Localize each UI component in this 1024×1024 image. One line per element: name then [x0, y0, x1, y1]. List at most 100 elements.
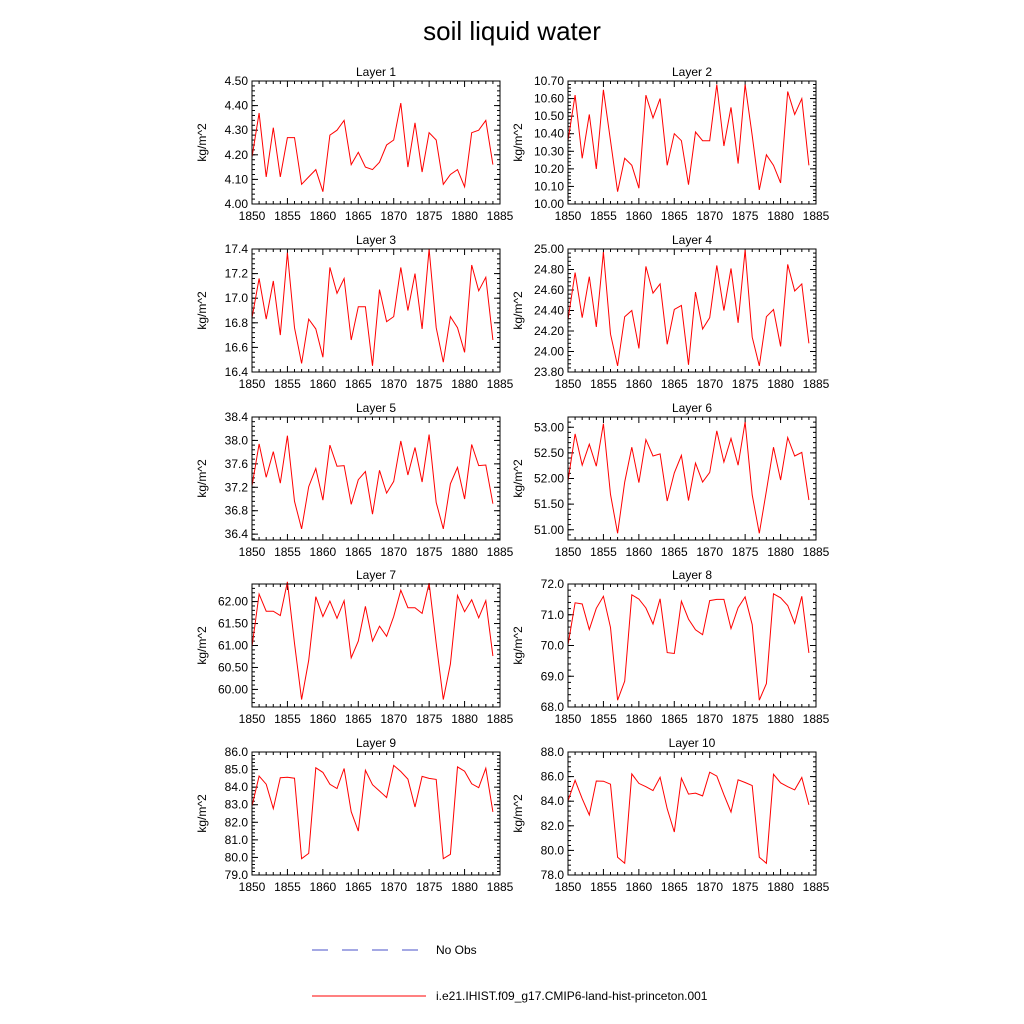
y-tick-label: 51.00: [534, 523, 564, 537]
y-tick-label: 37.2: [225, 480, 249, 494]
x-tick-label: 1865: [661, 209, 688, 223]
plot-frame: [251, 751, 501, 876]
y-tick-label: 17.4: [225, 242, 249, 256]
x-tick-label: 1880: [767, 377, 794, 391]
panel-title: Layer 10: [669, 736, 716, 750]
y-tick-label: 52.00: [534, 472, 564, 486]
panel-title: Layer 3: [356, 233, 396, 247]
panel-title: Layer 2: [672, 65, 712, 79]
x-tick-label: 1860: [310, 377, 337, 391]
x-tick-label: 1875: [732, 712, 759, 726]
y-axis-label: kg/m^2: [195, 123, 209, 162]
y-tick-label: 71.0: [541, 608, 565, 622]
x-tick-label: 1870: [696, 712, 723, 726]
panel-title: Layer 6: [672, 401, 712, 415]
y-tick-label: 4.10: [225, 172, 249, 186]
panel-title: Layer 8: [672, 568, 712, 582]
x-tick-label: 1885: [487, 377, 514, 391]
x-tick-label: 1875: [732, 377, 759, 391]
chart-panel-9: Layer 9 kg/m^2 1850 1855 1860 1865 1870 1875 188…: [195, 736, 514, 894]
x-tick-label: 1855: [590, 880, 617, 894]
x-tick-label: 1855: [274, 209, 301, 223]
x-tick-label: 1880: [767, 712, 794, 726]
chart-panel-3: Layer 3 kg/m^2 1850 1855 1860 1865 1870 1875 188…: [195, 233, 514, 391]
x-tick-label: 1850: [555, 712, 582, 726]
x-tick-label: 1850: [239, 880, 266, 894]
legend-label-model: i.e21.IHIST.f09_g17.CMIP6-land-hist-prin…: [436, 989, 708, 1003]
chart-panel-10: Layer 10 kg/m^2 1850 1855 1860 1865 1870 1875 18…: [511, 736, 830, 894]
plot-frame: [567, 248, 817, 373]
y-tick-label: 86.0: [225, 745, 249, 759]
y-tick-label: 84.0: [225, 780, 249, 794]
x-tick-label: 1865: [661, 545, 688, 559]
y-tick-label: 51.50: [534, 497, 564, 511]
y-tick-label: 69.0: [541, 669, 565, 683]
x-tick-label: 1855: [590, 545, 617, 559]
y-tick-label: 24.40: [534, 304, 564, 318]
x-tick-label: 1885: [487, 545, 514, 559]
y-axis-label: kg/m^2: [511, 291, 525, 330]
x-tick-label: 1875: [732, 209, 759, 223]
x-tick-label: 1875: [416, 880, 443, 894]
chart-panel-4: Layer 4 kg/m^2 1850 1855 1860 1865 1870 1875 188…: [511, 233, 830, 391]
plot-frame: [251, 248, 501, 373]
x-tick-label: 1885: [487, 209, 514, 223]
series-line: [251, 434, 494, 530]
x-tick-label: 1860: [626, 209, 653, 223]
y-tick-label: 61.00: [218, 639, 248, 653]
plot-frame: [567, 416, 817, 541]
x-tick-label: 1860: [310, 712, 337, 726]
series-line: [567, 249, 810, 367]
x-tick-label: 1875: [416, 712, 443, 726]
x-tick-label: 1875: [416, 377, 443, 391]
x-tick-label: 1870: [380, 545, 407, 559]
y-tick-label: 86.0: [541, 770, 565, 784]
plot-frame: [567, 583, 817, 708]
x-tick-label: 1850: [239, 545, 266, 559]
y-tick-label: 10.30: [534, 144, 564, 158]
y-tick-label: 38.0: [225, 433, 249, 447]
x-tick-label: 1860: [626, 880, 653, 894]
x-tick-label: 1865: [345, 712, 372, 726]
x-tick-label: 1880: [767, 880, 794, 894]
y-tick-label: 36.8: [225, 504, 249, 518]
y-tick-label: 84.0: [541, 794, 565, 808]
x-tick-label: 1875: [416, 209, 443, 223]
x-tick-label: 1885: [803, 880, 830, 894]
plot-frame: [251, 80, 501, 205]
x-tick-label: 1870: [696, 377, 723, 391]
series-line: [251, 764, 494, 860]
y-tick-label: 36.4: [225, 527, 249, 541]
x-tick-label: 1850: [555, 209, 582, 223]
x-tick-label: 1875: [416, 545, 443, 559]
x-tick-label: 1865: [345, 209, 372, 223]
panel-title: Layer 9: [356, 736, 396, 750]
x-tick-label: 1865: [661, 880, 688, 894]
x-tick-label: 1870: [380, 377, 407, 391]
plot-frame: [251, 583, 501, 708]
y-tick-label: 79.0: [225, 868, 249, 882]
chart-panel-2: Layer 2 kg/m^2 1850 1855 1860 1865 1870 1875 188…: [511, 65, 830, 223]
x-tick-label: 1865: [345, 545, 372, 559]
y-tick-label: 83.0: [225, 798, 249, 812]
y-tick-label: 23.80: [534, 365, 564, 379]
series-line: [567, 84, 810, 192]
y-tick-label: 60.00: [218, 682, 248, 696]
y-tick-label: 80.0: [225, 850, 249, 864]
y-tick-label: 10.40: [534, 127, 564, 141]
x-tick-label: 1865: [661, 377, 688, 391]
panel-title: Layer 1: [356, 65, 396, 79]
y-tick-label: 16.8: [225, 316, 249, 330]
y-tick-label: 52.50: [534, 446, 564, 460]
chart-panel-1: Layer 1 kg/m^2 1850 1855 1860 1865 1870 1875 188…: [195, 65, 514, 223]
panel-grid: Layer 1 kg/m^2 1850 1855 1860 1865 1870 1875 188…: [195, 65, 830, 894]
y-tick-label: 16.4: [225, 365, 249, 379]
y-tick-label: 4.30: [225, 123, 249, 137]
chart-panel-8: Layer 8 kg/m^2 1850 1855 1860 1865 1870 1875 188…: [511, 568, 830, 726]
y-tick-label: 10.20: [534, 162, 564, 176]
plot-frame: [567, 80, 817, 205]
x-tick-label: 1880: [767, 209, 794, 223]
y-tick-label: 24.00: [534, 345, 564, 359]
series-line: [567, 592, 810, 701]
x-tick-label: 1855: [274, 377, 301, 391]
